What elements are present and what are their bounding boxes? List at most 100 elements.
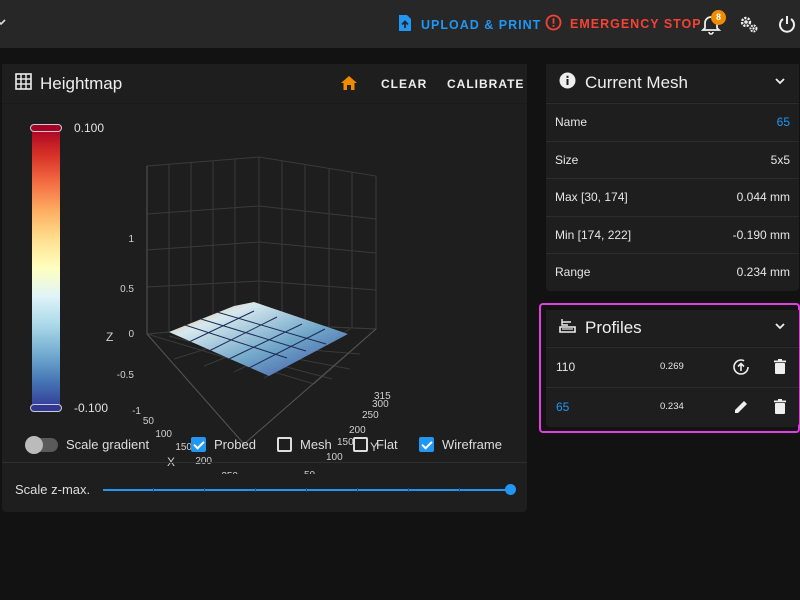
mesh-row-label: Name	[555, 115, 588, 130]
mesh-row-value: -0.190 mm	[732, 227, 790, 242]
mesh-row: Range 0.234 mm	[546, 253, 799, 291]
slider-tick	[306, 488, 307, 492]
y-tick-label: 100	[326, 452, 343, 463]
upload-print-button[interactable]: UPLOAD & PRINT	[397, 14, 541, 35]
legend-min-handle[interactable]	[30, 404, 62, 412]
legend-max-label: 0.100	[74, 121, 105, 135]
mesh-row: Name 65	[546, 103, 799, 141]
profiles-header[interactable]: Profiles	[546, 310, 799, 347]
chevron-down-icon[interactable]	[0, 16, 8, 28]
divider	[2, 462, 527, 463]
heightmap-options: Scale gradient Probed Mesh Flat Wirefram…	[2, 435, 527, 461]
x-tick-label: 50	[143, 416, 155, 427]
z-tick-label: 0.5	[120, 284, 134, 295]
z-axis-label: Z	[106, 330, 113, 344]
scale-zmax-slider-thumb[interactable]	[505, 484, 516, 495]
legend-min-label: -0.100	[74, 401, 109, 415]
y-tick-label: 250	[362, 410, 379, 421]
info-icon	[559, 72, 576, 94]
mesh-row-label: Max [30, 174]	[555, 190, 628, 205]
mesh-row-value: 0.234 mm	[736, 265, 790, 280]
notification-badge: 8	[711, 10, 726, 25]
y-tick-label: 300	[372, 399, 389, 410]
mesh-row: Min [174, 222] -0.190 mm	[546, 215, 799, 254]
y-tick-label: 50	[304, 470, 316, 474]
x-tick-label: 200	[195, 456, 212, 467]
power-icon[interactable]	[776, 13, 798, 35]
heightmap-card: Heightmap CLEAR CALIBRATE 0.100 -0.100	[2, 64, 527, 512]
checkbox-unchecked-icon[interactable]	[277, 437, 292, 452]
mesh-name-value: 65	[776, 115, 790, 130]
mesh-label: Mesh	[300, 437, 332, 452]
probed-label: Probed	[214, 437, 256, 452]
upload-print-label: UPLOAD & PRINT	[421, 17, 542, 32]
heightmap-3d-plot[interactable]: 1 0.5 0 -0.5 -1 Z 50 100 150 200 250 X 3…	[94, 154, 424, 474]
mesh-row-value: 0.044 mm	[736, 190, 790, 205]
y-axis-label: Y	[370, 440, 378, 454]
clear-button[interactable]: CLEAR	[381, 77, 428, 91]
mesh-row-value: 5x5	[770, 152, 790, 167]
profile-name: 65	[556, 399, 570, 414]
alert-circle-icon	[545, 14, 562, 34]
slider-tick	[459, 488, 460, 492]
grid-icon	[15, 72, 32, 95]
current-mesh-header[interactable]: Current Mesh	[546, 64, 799, 103]
legend-max-handle[interactable]	[30, 124, 62, 132]
stacked-layers-icon	[559, 317, 576, 339]
pencil-icon[interactable]	[732, 398, 750, 416]
slider-tick	[357, 488, 358, 492]
x-tick-label: 150	[175, 442, 192, 453]
emergency-stop-button[interactable]: EMERGENCY STOP	[545, 14, 702, 34]
scale-zmax-label: Scale z-max.	[15, 482, 91, 497]
color-legend-bar	[32, 126, 60, 410]
probed-checkbox[interactable]: Probed	[191, 437, 256, 452]
home-icon[interactable]	[340, 75, 358, 96]
z-tick-label: -1	[132, 406, 141, 417]
toggle-switch[interactable]	[25, 435, 58, 454]
slider-tick	[153, 488, 154, 492]
y-tick-label: 200	[349, 425, 366, 436]
calibrate-button[interactable]: CALIBRATE	[447, 77, 525, 91]
current-mesh-card: Current Mesh Name 65 Size 5x5 Max [30, 1…	[546, 64, 799, 291]
emergency-stop-label: EMERGENCY STOP	[570, 17, 702, 31]
flat-label: Flat	[376, 437, 398, 452]
slider-tick	[408, 488, 409, 492]
z-tick-label: 1	[128, 234, 134, 245]
checkbox-checked-icon[interactable]	[191, 437, 206, 452]
checkbox-checked-icon[interactable]	[419, 437, 434, 452]
mesh-checkbox[interactable]: Mesh	[277, 437, 332, 452]
wireframe-label: Wireframe	[442, 437, 502, 452]
mesh-row-label: Min [174, 222]	[555, 227, 632, 242]
gears-icon[interactable]	[738, 13, 760, 35]
y-tick-label: 150	[337, 437, 354, 448]
heightmap-title: Heightmap	[40, 73, 123, 93]
flat-checkbox[interactable]: Flat	[353, 437, 398, 452]
delete-icon[interactable]	[771, 398, 789, 416]
chevron-down-icon[interactable]	[774, 319, 786, 337]
profile-name: 110	[556, 360, 576, 374]
delete-icon[interactable]	[771, 358, 789, 376]
scale-gradient-label: Scale gradient	[66, 437, 150, 452]
z-tick-label: 0	[128, 329, 134, 340]
load-profile-icon[interactable]	[732, 358, 750, 376]
wireframe-checkbox[interactable]: Wireframe	[419, 437, 502, 452]
current-mesh-title: Current Mesh	[585, 73, 688, 92]
upload-file-icon	[397, 14, 413, 35]
mesh-row-label: Range	[555, 265, 591, 280]
scale-gradient-toggle[interactable]: Scale gradient	[25, 435, 150, 454]
checkbox-unchecked-icon[interactable]	[353, 437, 368, 452]
y-tick-label: 315	[374, 391, 391, 402]
profile-row[interactable]: 65 0.234	[546, 386, 799, 427]
mesh-row-label: Size	[555, 152, 579, 167]
slider-tick	[255, 488, 256, 492]
back-wall-grid	[146, 156, 378, 445]
app-bar: UPLOAD & PRINT EMERGENCY STOP 8	[0, 0, 800, 48]
slider-tick	[204, 488, 205, 492]
x-tick-label: 250	[221, 471, 238, 474]
chevron-down-icon[interactable]	[774, 74, 786, 92]
profiles-highlight-frame	[539, 303, 800, 433]
x-tick-label: 100	[155, 429, 172, 440]
mesh-row: Size 5x5	[546, 140, 799, 179]
profile-range: 0.269	[660, 361, 684, 372]
profile-row[interactable]: 110 0.269	[546, 347, 799, 387]
